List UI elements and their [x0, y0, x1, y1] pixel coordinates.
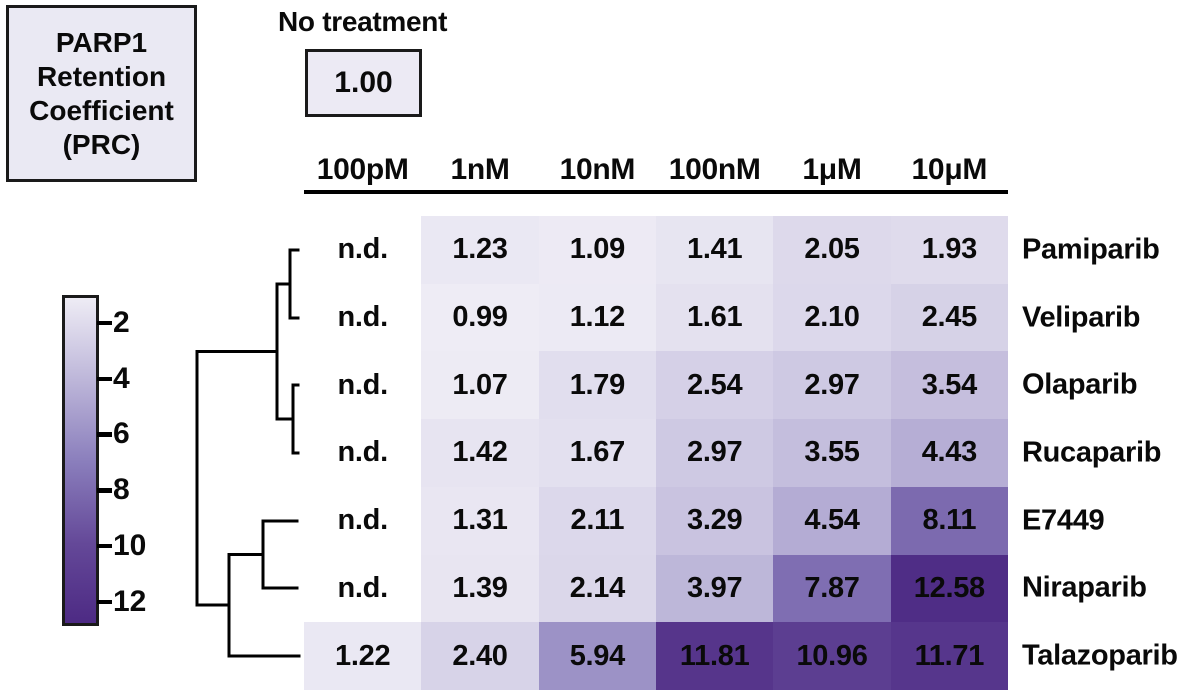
heatmap-cell: 2.11 — [538, 486, 656, 555]
heatmap-cell: 3.54 — [890, 351, 1008, 420]
heatmap-cell: 3.97 — [656, 554, 774, 623]
colorbar-tick-mark — [97, 432, 112, 437]
no-treatment-label: No treatment — [278, 6, 448, 37]
dendrogram-clade-e7449-niraparib — [227, 519, 299, 590]
heatmap-cell: 5.94 — [538, 622, 656, 690]
heatmap-cell: 0.99 — [421, 283, 539, 352]
heatmap-cell: 10.96 — [773, 622, 891, 690]
heatmap-cell: 1.61 — [656, 283, 774, 352]
heatmap-cell: 8.11 — [890, 486, 1008, 555]
colorbar-tick-label-10: 10 — [113, 528, 147, 562]
heatmap-cell: 2.05 — [773, 216, 891, 284]
heatmap-cell: n.d. — [337, 571, 388, 604]
dendrogram-clade-talazoparib-join — [227, 553, 301, 658]
prc-title-line-3: Coefficient — [29, 94, 174, 126]
heatmap-cell: 1.67 — [538, 419, 656, 487]
no-treatment-value-box: 1.00 — [305, 49, 422, 117]
colorbar-tick-label-2: 2 — [113, 305, 130, 339]
heatmap-cell: 1.79 — [538, 351, 656, 420]
heatmap-cell: 1.09 — [538, 216, 656, 284]
heatmap-cell: 12.58 — [890, 554, 1008, 623]
heatmap-cell: n.d. — [337, 301, 388, 334]
colorbar-tick-mark — [97, 376, 112, 382]
heatmap-cell: 1.31 — [421, 486, 539, 555]
column-header-4: 100nM — [668, 153, 761, 186]
prc-title-line-2: Retention — [36, 60, 167, 92]
heatmap-cell: 1.23 — [421, 216, 539, 284]
heatmap-cell: 2.45 — [890, 283, 1008, 352]
heatmap-cell: 2.14 — [538, 554, 656, 623]
heatmap-cell: 2.54 — [656, 351, 774, 420]
heatmap-cell: 2.97 — [656, 419, 774, 487]
dendrogram-clade-top-join — [195, 282, 279, 421]
heatmap-cell: 1.41 — [656, 216, 774, 284]
colorbar-tick-label-8: 8 — [113, 473, 130, 507]
column-header-1: 100pM — [316, 153, 409, 186]
heatmap-cell: n.d. — [337, 436, 388, 469]
prc-title-box: PARP1 Retention Coefficient (PRC) — [6, 5, 197, 182]
row-label-talazoparib: Talazoparib — [1022, 639, 1178, 672]
dendrogram-clade-pamiparib-veliparib — [275, 248, 300, 320]
heatmap-cell: 11.71 — [890, 622, 1008, 690]
row-label-pamiparib: Pamiparib — [1022, 233, 1160, 266]
colorbar-tick-mark — [97, 599, 112, 605]
row-label-olaparib: Olaparib — [1022, 368, 1138, 401]
colorbar-tick-label-6: 6 — [113, 417, 130, 451]
row-label-niraparib: Niraparib — [1022, 571, 1147, 604]
prc-title-line-1: PARP1 — [55, 26, 148, 58]
heatmap-cell: 3.55 — [773, 419, 891, 487]
heatmap-cell: 1.07 — [421, 351, 539, 420]
dendrogram-root — [195, 350, 231, 607]
row-label-e7449: E7449 — [1022, 504, 1105, 537]
heatmap-cell: 3.29 — [656, 486, 774, 555]
colorbar-tick-mark — [97, 320, 112, 326]
heatmap-cell: n.d. — [337, 368, 388, 401]
heatmap-cell: 1.42 — [421, 419, 539, 487]
heatmap-cell: 2.97 — [773, 351, 891, 420]
heatmap-cell: 1.39 — [421, 554, 539, 623]
heatmap-cell: 7.87 — [773, 554, 891, 623]
row-label-veliparib: Veliparib — [1022, 301, 1141, 334]
heatmap-cell: n.d. — [337, 233, 388, 266]
colorbar-tick-label-4: 4 — [113, 361, 130, 395]
heatmap-cell: 1.12 — [538, 283, 656, 352]
heatmap-cell: 2.40 — [421, 622, 539, 690]
dendrogram-clade-olaparib-rucaparib — [275, 383, 300, 455]
row-label-rucaparib: Rucaparib — [1022, 436, 1162, 469]
heatmap-cell: 4.43 — [890, 419, 1008, 487]
colorbar-tick-mark — [97, 488, 112, 493]
prc-title-line-4: (PRC) — [62, 128, 141, 160]
heatmap-cell: 2.10 — [773, 283, 891, 352]
no-treatment-value: 1.00 — [334, 66, 393, 99]
column-headers: 100pM 1nM 10nM 100nM 1μM 10μM — [304, 148, 1008, 194]
column-header-5: 1μM — [802, 153, 862, 186]
heatmap-grid: n.d. 1.23 1.09 1.41 2.05 1.93 n.d. 0.99 1.12 1.61… — [304, 216, 1008, 690]
heatmap-cell: 1.22 — [304, 622, 422, 690]
column-header-2: 1nM — [450, 153, 510, 186]
heatmap-cell: 4.54 — [773, 486, 891, 555]
heatmap-cell: 11.81 — [656, 622, 774, 690]
heatmap-cell: n.d. — [337, 504, 388, 537]
heatmap-cell: 1.93 — [890, 216, 1008, 284]
column-header-3: 10nM — [559, 153, 636, 186]
colorbar-tick-mark — [97, 543, 112, 549]
colorbar-gradient — [62, 295, 99, 626]
colorbar-tick-label-12: 12 — [113, 584, 147, 618]
column-header-6: 10μM — [911, 153, 988, 186]
